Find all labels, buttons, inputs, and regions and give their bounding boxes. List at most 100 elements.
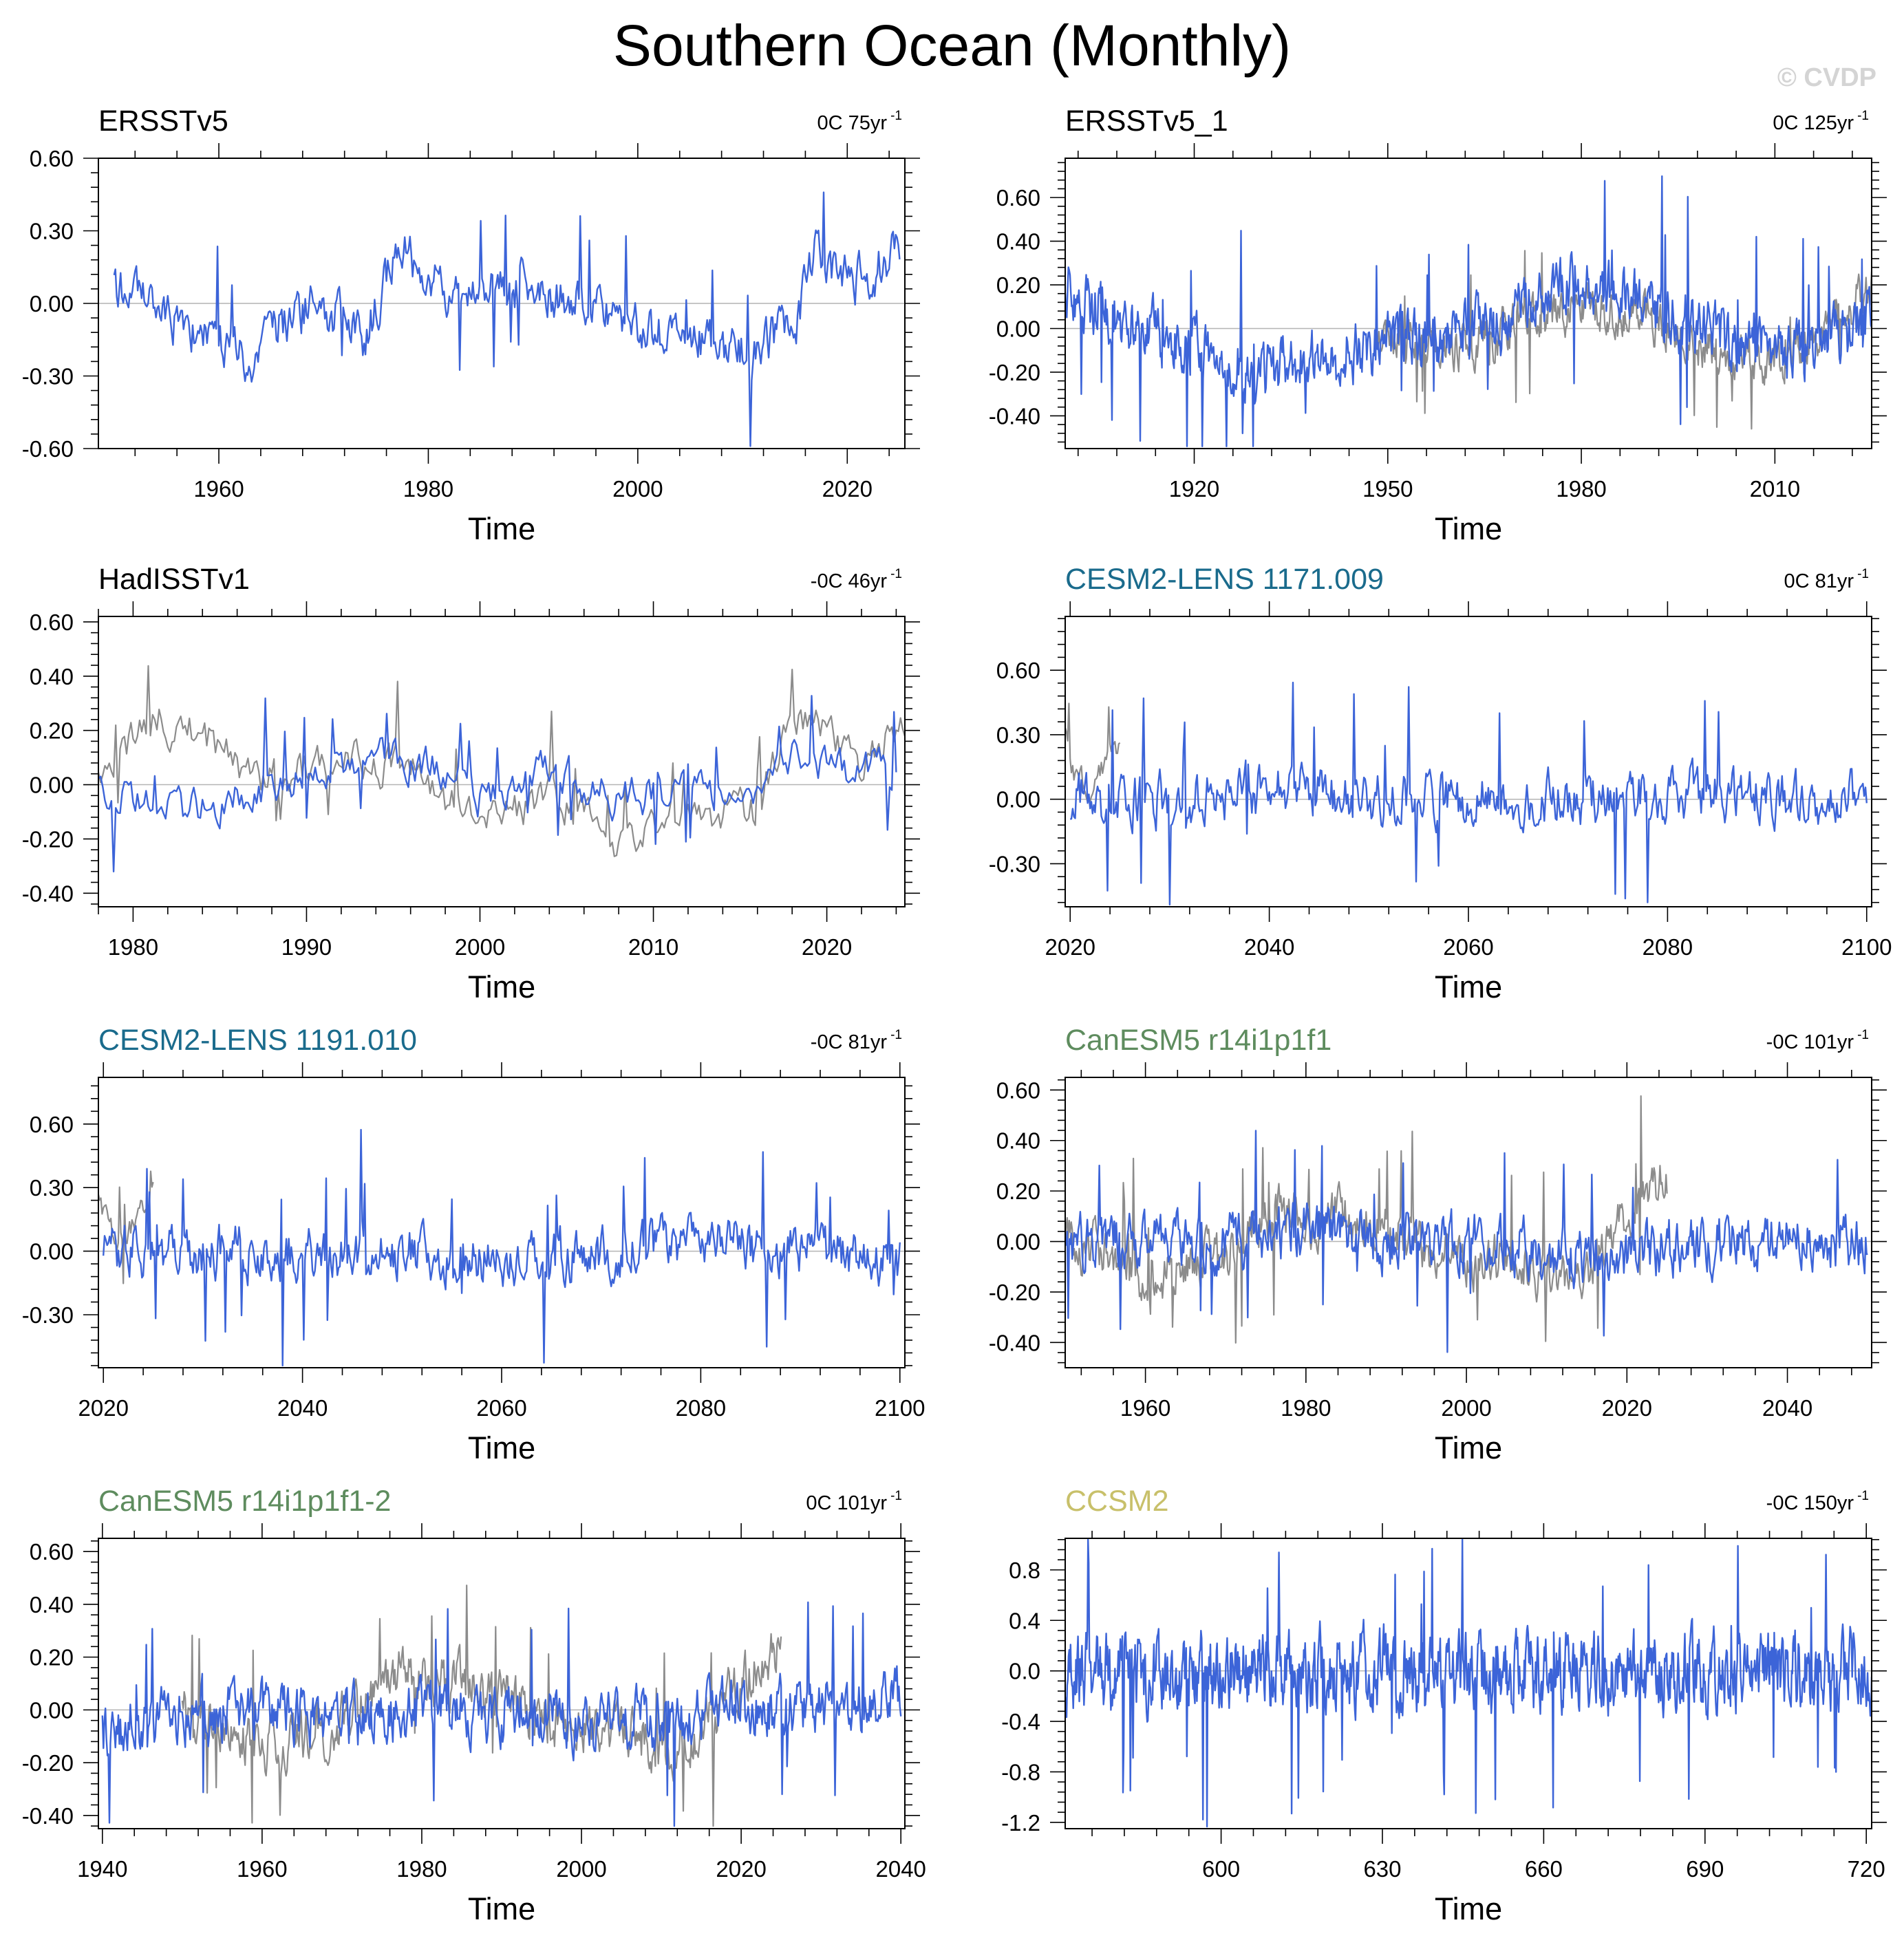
x-tick-label: 1960	[237, 1856, 287, 1882]
x-tick-label: 2040	[277, 1395, 328, 1421]
x-tick-label: 2000	[455, 934, 505, 960]
y-tick-label: 0.20	[30, 718, 74, 744]
trend-stat-exponent: -1	[890, 1489, 902, 1503]
x-tick-label: 2080	[1643, 934, 1693, 960]
x-tick-label: 1960	[193, 476, 244, 502]
y-tick-label: 0.40	[30, 1592, 74, 1617]
y-tick-label: 0.60	[996, 658, 1040, 683]
y-tick-label: -0.30	[989, 851, 1040, 876]
trend-stat: -0C 101yr	[1766, 1031, 1854, 1053]
y-tick-label: -0.4	[1001, 1709, 1040, 1734]
trend-stat: 0C 81yr	[1784, 570, 1854, 592]
panel-title: ERSSTv5	[98, 105, 228, 138]
x-tick-label: 2100	[875, 1395, 925, 1421]
y-tick-label: -0.20	[22, 826, 74, 852]
trend-stat: 0C 125yr	[1773, 112, 1854, 134]
y-tick-label: 0.8	[1009, 1558, 1040, 1583]
x-tick-label: 660	[1525, 1856, 1563, 1882]
x-tick-label: 1980	[108, 934, 158, 960]
y-tick-label: 0.20	[30, 1645, 74, 1670]
y-tick-label: -0.30	[22, 364, 74, 389]
x-tick-label: 690	[1686, 1856, 1724, 1882]
panel-title: CCSM2	[1065, 1485, 1169, 1518]
plot-frame	[98, 616, 906, 907]
trend-stat: -0C 46yr	[811, 570, 888, 592]
y-tick-label: 0.4	[1009, 1608, 1040, 1633]
plot-frame	[98, 1538, 906, 1829]
trend-stat: 0C 101yr	[806, 1492, 887, 1514]
x-tick-label: 1960	[1120, 1395, 1170, 1421]
cvdp-watermark: © CVDP	[1777, 63, 1876, 92]
y-tick-label: -0.40	[989, 403, 1040, 429]
x-tick-label: 2060	[476, 1395, 526, 1421]
series-line-ersstv5-1	[1065, 175, 1872, 447]
y-tick-label: 0.60	[30, 1539, 74, 1564]
series-line-canesm5-r14i1p1f1	[1065, 1130, 1868, 1353]
x-tick-label: 2000	[1441, 1395, 1491, 1421]
y-tick-label: -0.40	[22, 1803, 74, 1829]
y-tick-label: 0.0	[1009, 1659, 1040, 1684]
y-tick-label: -0.60	[22, 436, 74, 462]
x-tick-label: 2000	[556, 1856, 606, 1882]
panel-title: CanESM5 r14i1p1f1-2	[98, 1485, 391, 1518]
x-tick-label: 1980	[396, 1856, 447, 1882]
panel-title: CESM2-LENS 1191.010	[98, 1024, 417, 1057]
x-tick-label: 1920	[1169, 476, 1219, 502]
y-tick-label: 0.60	[996, 1077, 1040, 1103]
x-axis-label: Time	[468, 511, 535, 546]
x-axis-label: Time	[468, 1430, 535, 1465]
trend-stat-exponent: -1	[890, 567, 902, 581]
panel-title: HadISSTv1	[98, 563, 250, 596]
y-tick-label: 0.00	[996, 787, 1040, 813]
x-tick-label: 2010	[628, 934, 678, 960]
y-tick-label: 0.20	[996, 272, 1040, 298]
x-axis-label: Time	[1435, 969, 1502, 1004]
x-tick-label: 630	[1363, 1856, 1401, 1882]
y-tick-label: 0.30	[30, 1175, 74, 1201]
y-tick-label: -0.40	[22, 881, 74, 906]
series-line-observations	[1065, 702, 1121, 804]
plot-frame	[98, 1077, 906, 1368]
panel-title: ERSSTv5_1	[1065, 105, 1228, 138]
x-tick-label: 2020	[1045, 934, 1095, 960]
series-line-observations	[1373, 250, 1872, 430]
series-line-ersstv5	[113, 191, 901, 447]
y-tick-label: 0.00	[30, 1239, 74, 1265]
y-tick-label: -1.2	[1001, 1810, 1040, 1836]
x-axis-label: Time	[1435, 1430, 1502, 1465]
x-tick-label: 1980	[1556, 476, 1606, 502]
y-tick-label: 0.00	[30, 773, 74, 798]
x-axis-label: Time	[1435, 511, 1502, 546]
series-line-cesm2-lens-1171-009	[1069, 681, 1868, 906]
y-tick-label: -0.30	[22, 1302, 74, 1328]
y-tick-label: 0.40	[30, 664, 74, 689]
x-tick-label: 1990	[281, 934, 332, 960]
x-tick-label: 2080	[676, 1395, 726, 1421]
panel-8: -1.2 -0.8 -0.4 0.0 0.4 0.8 600 630 660 690 720 Time…	[1001, 1485, 1887, 1926]
y-tick-label: 0.60	[30, 146, 74, 171]
plot-frame	[1065, 1077, 1872, 1368]
trend-stat: -0C 81yr	[811, 1031, 888, 1053]
y-tick-label: 0.00	[996, 316, 1040, 341]
panel-2: -0.40 -0.20 0.00 0.20 0.40 0.60 1920 1950 1980 20…	[989, 105, 1887, 546]
panel-5: -0.30 0.00 0.30 0.60 2020 2040 2060 2080 2100 Tim…	[22, 1024, 926, 1465]
trend-stat-exponent: -1	[1857, 1489, 1869, 1503]
x-tick-label: 1980	[403, 476, 453, 502]
panel-3: -0.40 -0.20 0.00 0.20 0.40 0.60 1980 1990 2000 20…	[22, 563, 920, 1004]
y-tick-label: 0.20	[996, 1179, 1040, 1204]
x-tick-label: 2020	[802, 934, 852, 960]
series-line-cesm2-lens-1191-010	[103, 1128, 901, 1367]
panel-7: -0.40 -0.20 0.00 0.20 0.40 0.60 1940 1960 1980 20…	[22, 1485, 926, 1926]
x-tick-label: 2040	[875, 1856, 926, 1882]
panel-4: -0.30 0.00 0.30 0.60 2020 2040 2060 2080 2100 Tim…	[989, 563, 1892, 1004]
x-tick-label: 1950	[1362, 476, 1413, 502]
trend-stat-exponent: -1	[1857, 567, 1869, 581]
y-tick-label: -0.20	[989, 360, 1040, 385]
y-tick-label: 0.00	[30, 1697, 74, 1723]
series-line-hadisstv1	[98, 695, 897, 872]
series-line-observations	[1065, 1095, 1668, 1344]
series-line-ccsm2	[1065, 1538, 1872, 1828]
series-line-observations	[98, 1170, 154, 1284]
y-tick-label: -0.20	[989, 1280, 1040, 1305]
x-tick-label: 2100	[1841, 934, 1892, 960]
